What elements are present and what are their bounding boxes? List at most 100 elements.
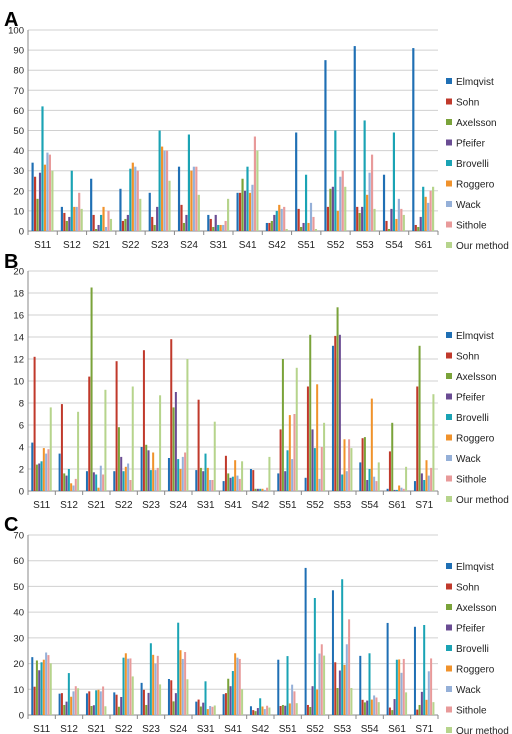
bar-wack-s53 bbox=[368, 172, 371, 231]
bar-roggero-s24 bbox=[190, 170, 193, 231]
legend-label: Elmqvist bbox=[456, 331, 494, 342]
bar-pfeifer-s22 bbox=[120, 697, 123, 715]
bar-roggero-s12 bbox=[70, 483, 73, 491]
bar-elmqvist-s53 bbox=[353, 46, 356, 231]
bar-roggero-s51 bbox=[288, 415, 291, 491]
bar-sithole-s24 bbox=[184, 652, 187, 715]
bar-brovelli-s61 bbox=[395, 659, 398, 715]
bar-wack-s31 bbox=[209, 706, 212, 715]
legend-swatch bbox=[446, 139, 452, 146]
legend: Elmqvist Sohn Axelsson Pfeifer Brovelli Rogge… bbox=[446, 562, 509, 734]
bar-pfeifer-s54 bbox=[390, 208, 393, 231]
bar-wack-s52 bbox=[318, 653, 321, 715]
bar-sithole-s54 bbox=[375, 481, 378, 491]
category-label: S53 bbox=[333, 500, 351, 511]
bar-axelsson-s31 bbox=[199, 467, 202, 491]
bar-wack-s23 bbox=[154, 470, 157, 491]
bar-axelsson-s24 bbox=[172, 701, 175, 715]
y-tick-label: 40 bbox=[13, 146, 24, 157]
bar-brovelli-s52 bbox=[313, 598, 316, 715]
legend-label: Wack bbox=[456, 454, 482, 465]
bar-our-method-s53 bbox=[350, 688, 353, 715]
category-label: S52 bbox=[327, 240, 345, 251]
bar-axelsson-s11 bbox=[35, 464, 38, 491]
bar-elmqvist-s23 bbox=[140, 682, 143, 715]
bar-axelsson-s23 bbox=[145, 444, 148, 491]
bar-sohn-s61 bbox=[388, 451, 391, 491]
legend-label: Sithole bbox=[456, 221, 487, 232]
bar-pfeifer-s22 bbox=[126, 214, 129, 231]
y-tick-label: 80 bbox=[13, 66, 24, 77]
bar-pfeifer-s54 bbox=[366, 480, 369, 491]
bar-sohn-s31 bbox=[197, 699, 200, 715]
y-tick-label: 30 bbox=[13, 633, 24, 644]
bar-elmqvist-s71 bbox=[413, 481, 416, 491]
bar-our-method-s11 bbox=[49, 663, 52, 715]
bar-our-method-s24 bbox=[197, 194, 200, 231]
bar-axelsson-s52 bbox=[329, 188, 332, 231]
bar-wack-s11 bbox=[46, 152, 49, 231]
legend-swatch bbox=[446, 727, 452, 733]
bar-our-method-s31 bbox=[213, 705, 216, 715]
bar-roggero-s54 bbox=[370, 398, 373, 491]
category-label: S42 bbox=[268, 240, 286, 251]
legend-label: Sohn bbox=[456, 98, 479, 109]
bar-wack-s61 bbox=[400, 487, 403, 491]
legend-swatch bbox=[446, 665, 452, 672]
legend-label: Our method bbox=[456, 726, 509, 734]
bar-our-method-s21 bbox=[104, 706, 107, 715]
bar-sithole-s51 bbox=[293, 691, 296, 715]
legend-swatch bbox=[446, 78, 452, 84]
bar-sithole-s53 bbox=[348, 439, 351, 491]
bar-brovelli-s53 bbox=[363, 120, 366, 231]
category-label: S52 bbox=[306, 500, 324, 511]
category-label: S31 bbox=[209, 240, 227, 251]
bar-roggero-s71 bbox=[425, 460, 428, 491]
bar-pfeifer-s12 bbox=[65, 475, 68, 491]
bar-elmqvist-s24 bbox=[177, 166, 181, 231]
bar-axelsson-s71 bbox=[418, 704, 421, 715]
bar-sohn-s53 bbox=[334, 335, 337, 491]
y-tick-label: 20 bbox=[13, 659, 24, 670]
bar-brovelli-s53 bbox=[341, 474, 344, 491]
bar-pfeifer-s61 bbox=[419, 216, 422, 231]
legend-label: Sohn bbox=[456, 583, 479, 594]
bar-our-method-s21 bbox=[104, 389, 107, 491]
bar-sithole-s51 bbox=[312, 216, 315, 231]
bar-brovelli-s54 bbox=[368, 653, 371, 715]
bar-brovelli-s22 bbox=[122, 657, 125, 715]
bar-sohn-s61 bbox=[388, 707, 391, 715]
bar-brovelli-s53 bbox=[341, 579, 344, 715]
bar-pfeifer-s51 bbox=[302, 222, 305, 231]
bar-roggero-s31 bbox=[206, 709, 209, 715]
y-tick-label: 70 bbox=[13, 86, 24, 97]
bar-elmqvist-s11 bbox=[31, 162, 34, 231]
bar-sohn-s51 bbox=[279, 706, 282, 715]
bar-pfeifer-s24 bbox=[174, 392, 177, 491]
panel-label: B bbox=[4, 251, 18, 273]
bar-elmqvist-s51 bbox=[295, 132, 298, 231]
bar-our-method-s61 bbox=[432, 186, 435, 231]
bar-our-method-s22 bbox=[139, 198, 142, 231]
bar-wack-s21 bbox=[99, 465, 102, 491]
bar-pfeifer-s12 bbox=[68, 216, 71, 231]
bar-brovelli-s71 bbox=[423, 625, 426, 715]
bar-elmqvist-s21 bbox=[85, 471, 88, 491]
bar-axelsson-s24 bbox=[182, 222, 186, 231]
bar-axelsson-s51 bbox=[281, 704, 284, 715]
category-label: S22 bbox=[115, 724, 133, 734]
legend-label: Pfeifer bbox=[456, 624, 486, 635]
bar-sithole-s71 bbox=[430, 467, 433, 491]
bar-brovelli-s61 bbox=[422, 186, 425, 231]
legend-swatch bbox=[446, 434, 452, 441]
bar-axelsson-s52 bbox=[309, 707, 312, 715]
bar-our-method-s31 bbox=[213, 421, 216, 491]
legend: Elmqvist Sohn Axelsson Pfeifer Brovelli Rogge… bbox=[446, 331, 509, 506]
bar-wack-s52 bbox=[339, 176, 342, 231]
legend-label: Sithole bbox=[456, 475, 487, 486]
y-tick-label: 12 bbox=[13, 355, 24, 366]
bar-brovelli-s21 bbox=[95, 474, 98, 491]
bar-pfeifer-s53 bbox=[338, 670, 341, 715]
bar-wack-s12 bbox=[72, 485, 75, 491]
bar-sohn-s54 bbox=[361, 438, 364, 491]
